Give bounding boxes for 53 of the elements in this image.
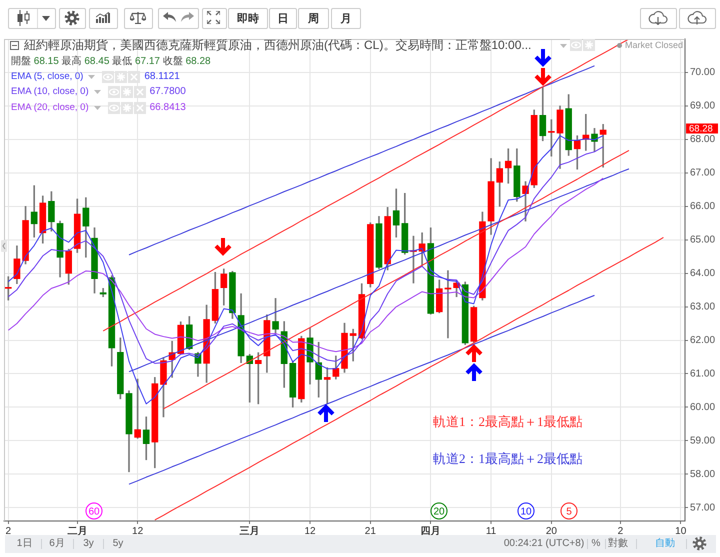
- x-tick-label: 2: [6, 526, 12, 537]
- annotation: 68.28: [689, 123, 713, 134]
- y-tick-label: 63.00: [690, 302, 716, 313]
- annotation: 5: [566, 506, 572, 518]
- x-tick-label: 12: [132, 526, 144, 537]
- text: 5y: [112, 538, 124, 550]
- text: 3y: [83, 538, 94, 550]
- text: %: [592, 538, 600, 550]
- x-tick-label: 10: [675, 526, 687, 537]
- x-tick-label: 三月: [240, 526, 260, 537]
- chart-title: 紐約輕原油期貨，美國西德克薩斯輕質原油，西德州原油(代碼：CL)。交易時間：正常盤10:00...: [24, 38, 532, 53]
- x-tick-label: 四月: [420, 526, 441, 537]
- y-tick-label: 68.00: [690, 134, 716, 146]
- y-tick-label: 66.00: [690, 201, 716, 212]
- toolbar-button: 日: [269, 8, 297, 29]
- y-tick-label: 65.00: [690, 234, 716, 246]
- y-tick-label: 57.00: [690, 502, 716, 514]
- text: 軌道1：2最高點＋1最低點: [433, 414, 582, 430]
- text: EMA (10, close, 0): [11, 86, 89, 98]
- annotation: 20: [433, 506, 445, 518]
- text: EMA (20, close, 0): [11, 102, 89, 114]
- text: 軌道2：1最高點＋2最低點: [433, 451, 582, 467]
- y-tick-label: 69.00: [690, 100, 716, 112]
- text: 1日: [16, 538, 32, 550]
- y-tick-label: 58.00: [690, 468, 716, 480]
- toolbar-button: 即時: [228, 8, 268, 29]
- y-tick-label: 64.00: [690, 268, 716, 280]
- y-tick-label: 60.00: [690, 402, 716, 413]
- annotation: Market Closed: [625, 40, 684, 51]
- annotation: 10: [520, 506, 532, 518]
- text: 對數: [608, 538, 628, 550]
- annotation: 66.8413: [150, 102, 186, 114]
- text: 00:24:21 (UTC+8): [504, 538, 584, 550]
- annotation: 67.7800: [150, 86, 186, 98]
- y-tick-label: 62.00: [690, 335, 716, 346]
- text: EMA (5, close, 0): [11, 70, 84, 82]
- text: 開盤 68.15 最高 68.45 最低 67.17 收盤 68.28: [11, 56, 211, 67]
- toolbar-button: 周: [298, 8, 329, 29]
- x-tick-label: 12: [304, 526, 316, 537]
- toolbar-button: 月: [331, 8, 361, 29]
- annotation: 68.1121: [144, 70, 180, 82]
- text: 6月: [49, 538, 65, 550]
- y-tick-label: 70.00: [690, 67, 716, 78]
- x-tick-label: 2: [618, 526, 624, 537]
- x-tick-label: 11: [486, 526, 497, 537]
- y-tick-label: 59.00: [690, 435, 716, 446]
- y-tick-label: 61.00: [690, 368, 716, 380]
- text: 自動: [655, 538, 675, 550]
- x-tick-label: 21: [364, 526, 376, 537]
- x-tick-label: 二月: [67, 526, 88, 537]
- annotation: 60: [88, 506, 100, 518]
- x-tick-label: 20: [546, 526, 558, 537]
- y-tick-label: 67.00: [690, 168, 716, 179]
